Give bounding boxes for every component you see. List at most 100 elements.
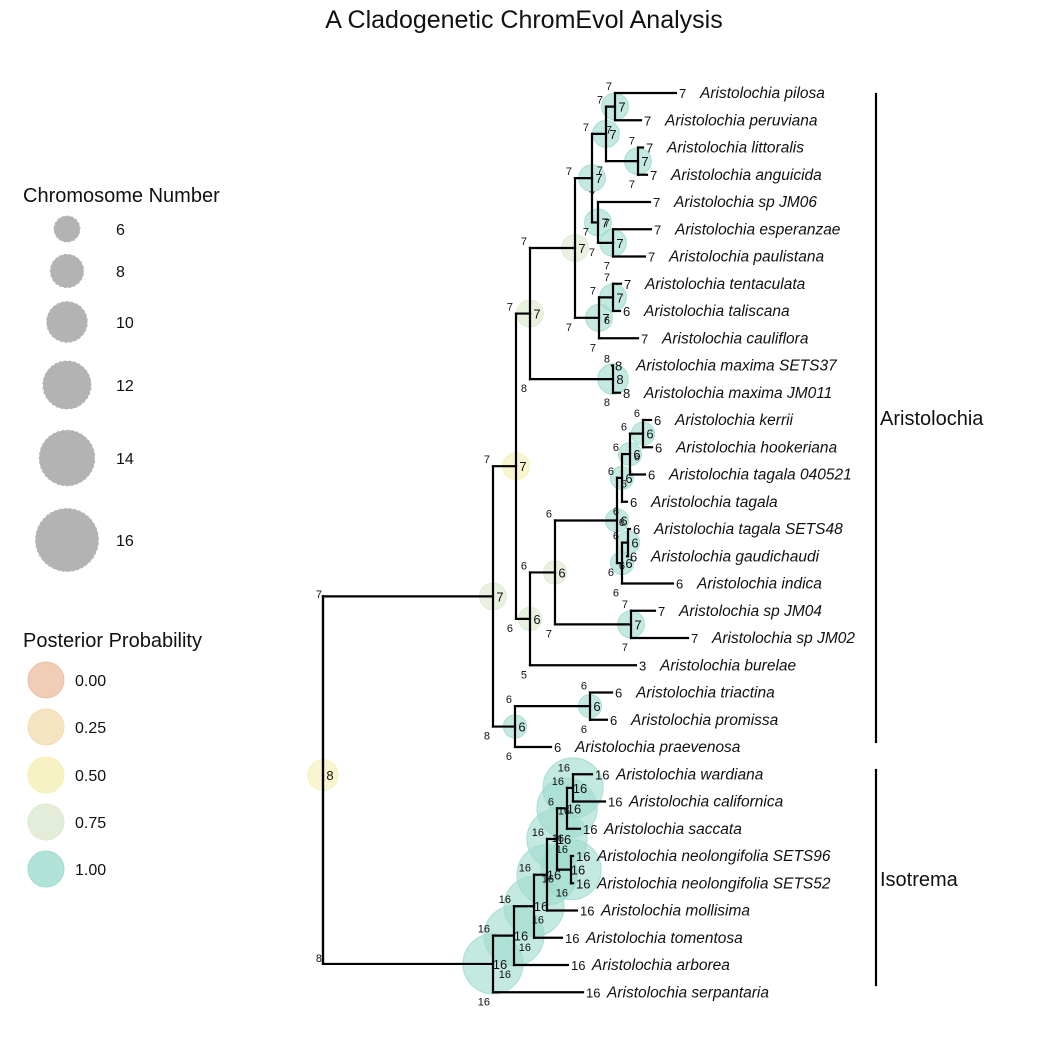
node-state-n_max: 8	[616, 372, 623, 387]
node-left-state-a5: 7	[597, 95, 603, 107]
node-right-state-n_max: 8	[604, 397, 610, 409]
node-right-state-a6: 7	[589, 247, 595, 259]
tip-label: Aristolochia triactina	[635, 685, 775, 702]
size-legend-circle	[41, 359, 93, 411]
node-state-c1: 6	[518, 720, 525, 735]
node-left-state-n_tsg: 6	[619, 517, 625, 529]
node-state-b4: 6	[625, 471, 632, 486]
node-right-state-n_pil: 7	[606, 124, 612, 136]
node-left-state-b1: 6	[521, 560, 527, 572]
node-state-n_esp: 7	[616, 236, 623, 251]
tip-chromosome-number: 6	[633, 522, 640, 537]
node-state-a4: 7	[595, 171, 602, 186]
tip-chromosome-number: 7	[648, 250, 655, 265]
tip-label: Aristolochia promissa	[630, 712, 779, 729]
node-left-state-i1: 16	[478, 924, 490, 936]
node-left-state-n_esp: 7	[604, 217, 610, 229]
node-right-state-n_jm: 7	[622, 642, 628, 654]
tip-label: Aristolochia tagala	[650, 494, 778, 511]
prob-legend-label: 0.75	[75, 815, 106, 832]
node-right-state-i2: 16	[499, 969, 511, 981]
tip-label: Aristolochia burelae	[659, 657, 797, 674]
node-left-state-n_war: 16	[558, 762, 570, 774]
node-right-state-n_ker: 6	[634, 451, 640, 463]
node-state-a2: 7	[533, 307, 540, 322]
node-left-state-a2: 7	[521, 236, 527, 248]
node-right-state-c1: 6	[506, 751, 512, 763]
node-left-state-n_tri: 6	[581, 681, 587, 693]
node-state-a1: 7	[519, 459, 526, 474]
prob-legend-label: 0.25	[75, 720, 106, 737]
tip-label: Aristolochia sp JM04	[678, 603, 822, 620]
tip-label: Aristolochia peruviana	[664, 112, 818, 129]
node-right-state-a1: 6	[507, 623, 513, 635]
node-state-n_tri: 6	[593, 699, 600, 714]
tip-chromosome-number: 7	[650, 168, 657, 183]
tip-label: Aristolochia kerrii	[674, 412, 794, 429]
tip-label: Aristolochia mollisima	[600, 903, 750, 920]
node-state-n_jm: 7	[634, 617, 641, 632]
tip-chromosome-number: 16	[586, 985, 600, 1000]
size-legend-label: 8	[116, 264, 125, 281]
tip-chromosome-number: 7	[624, 277, 631, 292]
node-right-state-i3: 16	[519, 942, 531, 954]
node-state-i1: 16	[493, 957, 507, 972]
node-left-state-n_neo: 16	[556, 844, 568, 856]
node-left-state-i3: 16	[519, 863, 531, 875]
branches-layer	[321, 91, 878, 994]
tip-label: Aristolochia taliscana	[643, 303, 790, 320]
node-left-state-i4: 16	[532, 827, 544, 839]
root-upper-state: 7	[316, 589, 322, 601]
node-state-a5: 7	[609, 127, 616, 142]
tip-label: Aristolochia gaudichaudi	[650, 548, 820, 565]
node-right-state-n_war: 16	[558, 806, 570, 818]
prob-legend-circle	[27, 661, 65, 699]
tip-label: Aristolochia serpantaria	[606, 984, 769, 1001]
node-left-state-n_jm: 7	[622, 599, 628, 611]
tip-chromosome-number: 6	[655, 440, 662, 455]
node-right-state-aristo: 8	[484, 731, 490, 743]
tip-label: Aristolochia saccata	[603, 821, 742, 838]
tip-label: Aristolochia sp JM02	[711, 630, 855, 647]
node-right-state-a2: 8	[521, 383, 527, 395]
tip-label: Aristolochia wardiana	[615, 766, 764, 783]
node-right-state-n_lit: 7	[629, 179, 635, 191]
node-state-b1: 6	[533, 612, 540, 627]
chart-title: A Cladogenetic ChromEvol Analysis	[325, 6, 723, 34]
prob-legend-circle	[27, 756, 65, 794]
tip-chromosome-number: 6	[554, 740, 561, 755]
size-legend-label: 12	[116, 378, 134, 395]
node-state-a7: 7	[602, 311, 609, 326]
node-left-state-b3: 6	[608, 466, 614, 478]
tip-label: Aristolochia tomentosa	[585, 930, 743, 947]
node-state-a3: 7	[578, 241, 585, 256]
node-right-state-n_tsg: 6	[619, 560, 625, 572]
node-left-state-c1: 6	[506, 694, 512, 706]
tip-chromosome-number: 7	[644, 113, 651, 128]
tip-chromosome-number: 7	[654, 222, 661, 237]
tip-label: Aristolochia praevenosa	[574, 739, 741, 756]
node-state-n_ker: 6	[646, 427, 653, 442]
tip-chromosome-number: 3	[639, 658, 646, 673]
size-legend-circle	[38, 429, 96, 487]
node-right-state-b6: 6	[613, 588, 619, 600]
node-state-b3: 6	[620, 513, 627, 528]
tip-chromosome-number: 16	[580, 904, 594, 919]
legend-layer: Chromosome Number 6 8 10 12 14 16 Posterior Pro…	[23, 185, 220, 888]
tip-chromosome-number: 7	[653, 195, 660, 210]
size-legend-title: Chromosome Number	[23, 185, 220, 207]
tip-chromosome-number: 6	[648, 468, 655, 483]
prob-legend-label: 1.00	[75, 862, 106, 879]
tip-label: Aristolochia paulistana	[668, 249, 824, 266]
tip-chromosome-number: 7	[691, 631, 698, 646]
tip-chromosome-number: 16	[608, 795, 622, 810]
tip-chromosome-number: 6	[654, 413, 661, 428]
node-state-b2: 6	[558, 565, 565, 580]
tip-chromosome-number: 16	[595, 767, 609, 782]
tip-chromosome-number: 6	[623, 304, 630, 319]
size-legend-label: 16	[116, 533, 134, 550]
tip-chromosome-number: 7	[641, 331, 648, 346]
tip-chromosome-number: 6	[610, 713, 617, 728]
node-left-state-i5: 6	[548, 796, 554, 808]
node-left-state-n_max: 8	[604, 354, 610, 366]
